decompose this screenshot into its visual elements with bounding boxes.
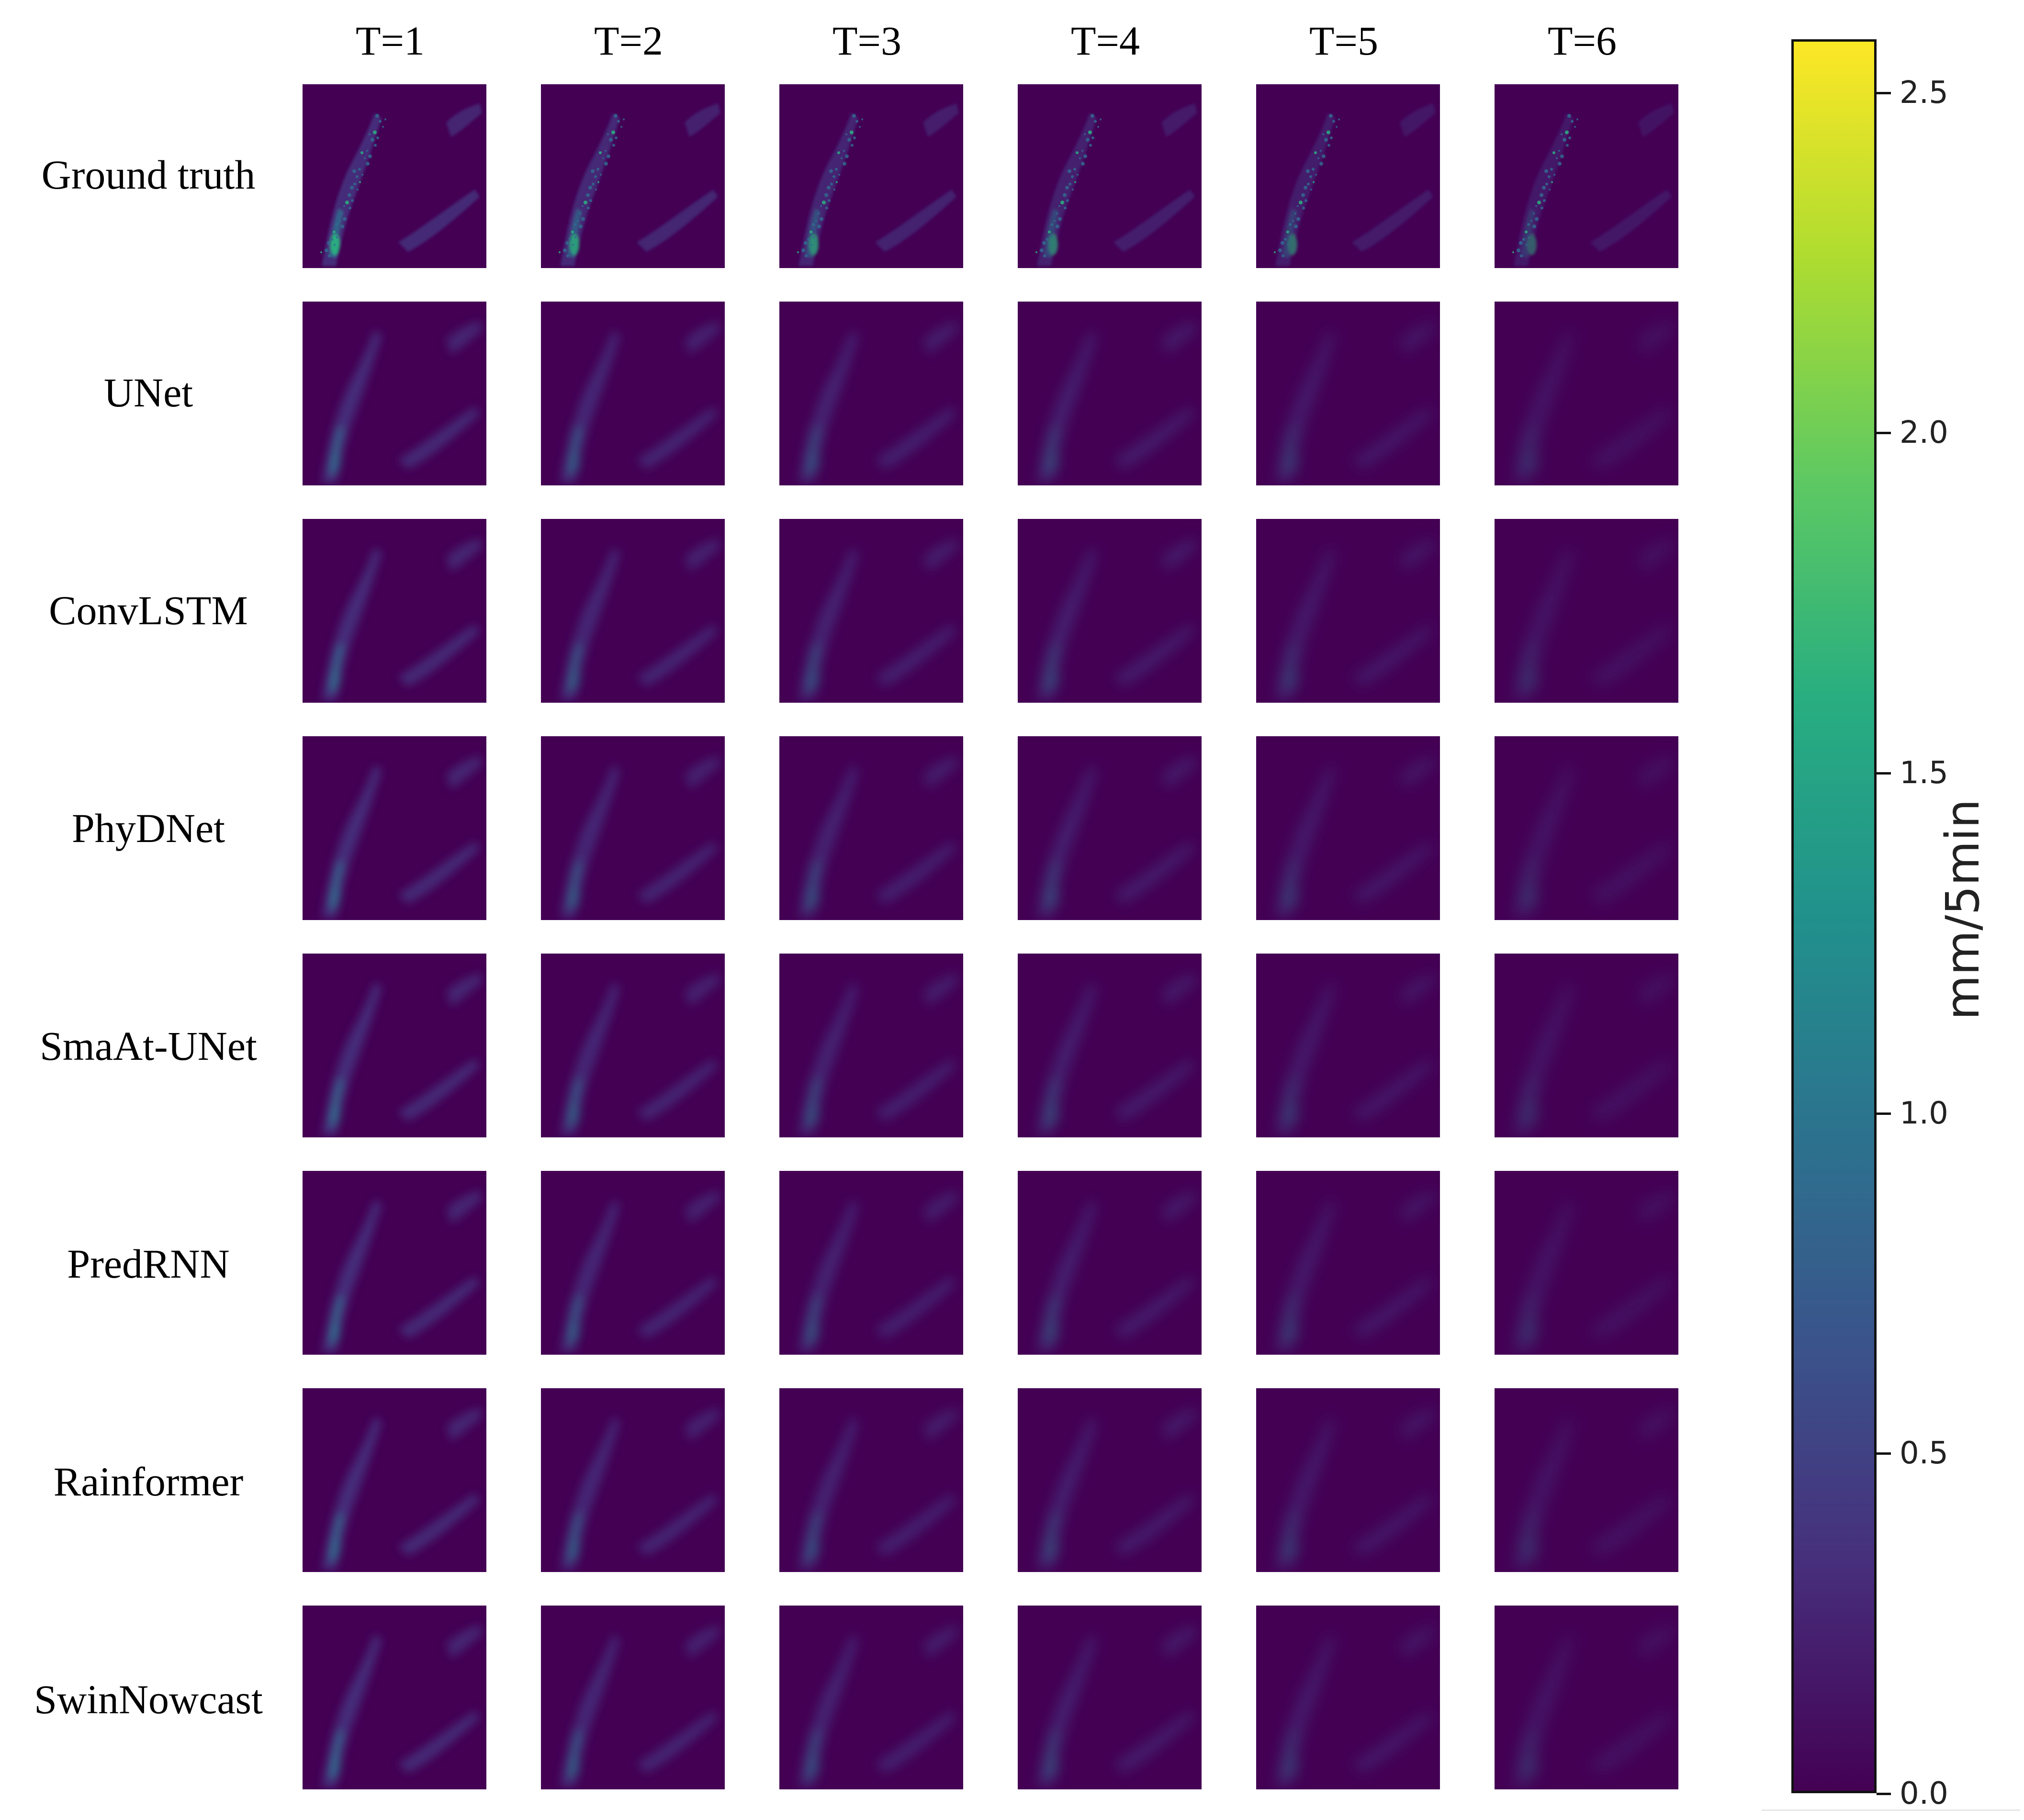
precip-map-rainformer-t3 [779,1388,963,1572]
precip-map-phydnet-t5 [1256,736,1440,920]
precip-map-rainformer-t4 [1018,1388,1202,1572]
row-label-swinnowcast: SwinNowcast [34,1676,263,1722]
precip-map-rainformer-t6 [1495,1388,1678,1572]
colorbar-title: mm/5min [1936,799,1990,1020]
precip-map-phydnet-t4 [1018,736,1202,920]
precip-map-rainformer-t2 [541,1388,725,1572]
colorbar-tick-label: 1.0 [1900,1096,1948,1131]
precip-map-swinnowcast-t5 [1256,1606,1440,1789]
precip-map-predrnn-t3 [779,1171,963,1355]
precip-map-swinnowcast-t6 [1495,1606,1678,1789]
precip-map-smaat-unet-t6 [1495,954,1678,1137]
precip-map-rainformer-t1 [303,1388,486,1572]
row-label-unet: UNet [103,370,193,416]
row-label-phydnet: PhyDNet [71,805,225,851]
colorbar-tick [1877,1452,1891,1455]
colorbar-tick-label: 2.5 [1900,75,1948,111]
precip-map-smaat-unet-t5 [1256,954,1440,1137]
precip-map-ground-truth-t5 [1256,84,1440,268]
colorbar-tick-label: 2.0 [1900,415,1948,450]
precip-map-swinnowcast-t2 [541,1606,725,1789]
colorbar-tick-label: 0.0 [1900,1776,1948,1811]
row-label-convlstm: ConvLSTM [49,587,248,633]
precip-map-ground-truth-t1 [303,84,486,268]
precip-map-ground-truth-t2 [541,84,725,268]
colorbar [1791,39,1877,1793]
colorbar-tick [1877,1793,1891,1795]
precip-map-phydnet-t1 [303,736,486,920]
precip-map-phydnet-t6 [1495,736,1678,920]
precip-map-convlstm-t1 [303,519,486,703]
colorbar-tick [1877,432,1891,434]
colorbar-tick [1877,772,1891,775]
precip-map-predrnn-t4 [1018,1171,1202,1355]
row-label-predrnn: PredRNN [67,1241,230,1287]
column-label-t6: T=6 [1547,18,1617,64]
precip-map-predrnn-t5 [1256,1171,1440,1355]
precip-map-smaat-unet-t2 [541,954,725,1137]
precip-map-smaat-unet-t4 [1018,954,1202,1137]
precip-map-ground-truth-t4 [1018,84,1202,268]
precip-map-convlstm-t2 [541,519,725,703]
divider [1762,1809,2020,1811]
precip-map-unet-t5 [1256,302,1440,485]
colorbar-tick-label: 1.5 [1900,755,1948,791]
precip-map-convlstm-t5 [1256,519,1440,703]
column-label-t5: T=5 [1309,18,1379,64]
precip-map-unet-t4 [1018,302,1202,485]
column-label-t3: T=3 [832,18,902,64]
row-label-rainformer: Rainformer [53,1459,244,1505]
precip-map-predrnn-t1 [303,1171,486,1355]
precip-map-smaat-unet-t3 [779,954,963,1137]
precip-map-phydnet-t2 [541,736,725,920]
column-label-t1: T=1 [355,18,425,64]
precip-map-ground-truth-t3 [779,84,963,268]
colorbar-tick [1877,92,1891,94]
precip-map-convlstm-t4 [1018,519,1202,703]
precip-map-predrnn-t6 [1495,1171,1678,1355]
precip-map-swinnowcast-t1 [303,1606,486,1789]
colorbar-tick-label: 0.5 [1900,1436,1948,1471]
precip-map-convlstm-t6 [1495,519,1678,703]
precip-map-smaat-unet-t1 [303,954,486,1137]
precip-map-predrnn-t2 [541,1171,725,1355]
column-label-t4: T=4 [1070,18,1140,64]
precip-map-convlstm-t3 [779,519,963,703]
precip-map-phydnet-t3 [779,736,963,920]
precip-map-ground-truth-t6 [1495,84,1678,268]
precip-map-unet-t2 [541,302,725,485]
colorbar-tick [1877,1112,1891,1115]
column-label-t2: T=2 [594,18,663,64]
precip-map-swinnowcast-t3 [779,1606,963,1789]
precip-map-swinnowcast-t4 [1018,1606,1202,1789]
precip-map-unet-t3 [779,302,963,485]
precip-map-unet-t6 [1495,302,1678,485]
row-label-smaat-unet: SmaAt-UNet [40,1023,257,1069]
precip-map-rainformer-t5 [1256,1388,1440,1572]
row-label-ground-truth: Ground truth [41,152,256,198]
precip-map-unet-t1 [303,302,486,485]
